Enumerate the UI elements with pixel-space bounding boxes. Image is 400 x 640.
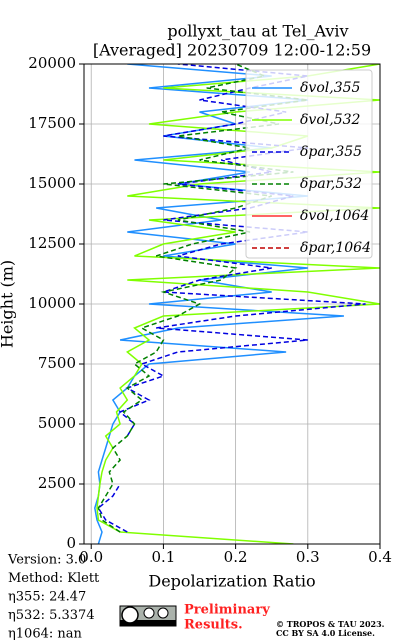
- legend-label: δvol,532: [300, 112, 361, 128]
- warning-text: Preliminary: [184, 603, 270, 618]
- legend-label: δvol,1064: [300, 208, 369, 224]
- y-tick-label: 2500: [38, 474, 76, 492]
- y-tick-label: 20000: [28, 54, 76, 72]
- x-tick-label: 0.2: [224, 548, 248, 566]
- y-tick-label: 12500: [28, 234, 76, 252]
- x-axis-label: Depolarization Ratio: [148, 572, 315, 591]
- legend-label: δvol,355: [300, 80, 361, 96]
- y-tick-label: 5000: [38, 414, 76, 432]
- info-text: Version: 3.0: [7, 553, 86, 568]
- x-tick-label: 0.1: [151, 548, 175, 566]
- info-text: η532: 5.3374: [8, 608, 95, 623]
- y-tick-label: 0: [66, 534, 76, 552]
- y-tick-label: 7500: [38, 354, 76, 372]
- profile-line: [97, 64, 308, 533]
- info-block: Version: 3.0 Method: Klett η355: 24.47 η532…: [7, 553, 100, 640]
- x-tick-label: 0.4: [368, 548, 392, 566]
- copyright-text: © TROPOS & TAU 2023.: [276, 619, 385, 629]
- legend-label: δpar,355: [300, 144, 362, 160]
- profile-line: [94, 64, 344, 544]
- chart-title: pollyxt_tau at Tel_Aviv: [167, 22, 348, 41]
- copyright-text: CC BY SA 4.0 License.: [276, 628, 375, 638]
- x-tick-label: 0.3: [296, 548, 320, 566]
- warning-text: Results.: [184, 618, 243, 633]
- plot-frame: [83, 63, 381, 545]
- y-tick-label: 10000: [28, 294, 76, 312]
- legend-label: δpar,1064: [300, 240, 371, 256]
- y-tick-label: 15000: [28, 174, 76, 192]
- info-text: Method: Klett: [8, 571, 100, 586]
- profile-line: [97, 64, 366, 533]
- legend-box: [245, 69, 373, 259]
- y-tick-label: 17500: [28, 114, 76, 132]
- info-text: η355: 24.47: [8, 590, 86, 605]
- legend-label: δpar,532: [300, 176, 362, 192]
- license-icon: [119, 605, 177, 627]
- y-axis-label: Height (m): [0, 260, 17, 348]
- info-text: η1064: nan: [8, 627, 83, 640]
- x-tick-label: 0.0: [79, 548, 103, 566]
- chart-subtitle: [Averaged] 20230709 12:00-12:59: [93, 41, 371, 60]
